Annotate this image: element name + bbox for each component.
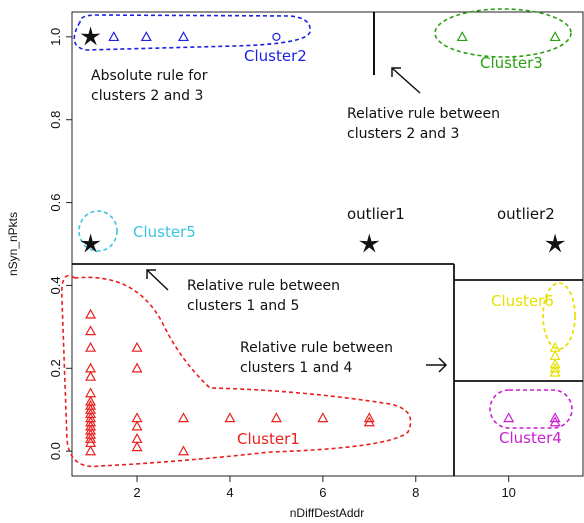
data-point: [177, 31, 190, 42]
data-point: [80, 26, 101, 46]
cluster1-label: Cluster1: [237, 430, 300, 448]
data-point: [85, 362, 97, 373]
x-axis-title: nDiffDestAddr: [290, 506, 364, 520]
cluster1-outline: [60, 274, 412, 468]
data-point: [131, 441, 143, 452]
data-point: [549, 350, 561, 361]
x-tick-label: 2: [133, 485, 140, 500]
cluster3-outline: [434, 8, 572, 58]
cluster6-label: Cluster6: [491, 292, 554, 310]
data-point: [503, 412, 515, 423]
axes: 2 4 6 8 10 0.0 0.2 0.4 0.6 0.8 1.0: [48, 28, 516, 500]
data-point: [85, 387, 97, 398]
arrow-relative-1-4: [426, 357, 448, 373]
data-point: [177, 445, 190, 456]
data-point: [85, 325, 97, 336]
data-point: [363, 412, 375, 423]
cluster2-outline: [73, 14, 311, 51]
arrow-relative-2-3: [391, 67, 421, 94]
x-tick-label: 8: [412, 485, 419, 500]
data-point: [549, 31, 561, 42]
y-axis-title: nSyn_nPkts: [6, 212, 20, 276]
relative-1-4-line2: clusters 1 and 4: [240, 360, 353, 376]
y-tick-label: 0.8: [48, 111, 63, 129]
data-point: [549, 366, 561, 377]
data-point: [549, 362, 561, 373]
cluster3-label: Cluster3: [480, 54, 543, 72]
data-point: [131, 432, 143, 443]
data-point: [131, 412, 143, 423]
x-tick-label: 6: [319, 485, 326, 500]
relative-1-5-line1: Relative rule between: [187, 278, 340, 294]
absolute-rule-line2: clusters 2 and 3: [91, 88, 203, 104]
relative-1-5-line2: clusters 1 and 5: [187, 298, 299, 314]
data-point: [80, 233, 101, 253]
x-tick-label: 4: [226, 485, 233, 500]
data-points: [80, 26, 566, 456]
data-point: [131, 420, 143, 431]
relative-2-3-line1: Relative rule between: [347, 106, 500, 122]
cluster-outlines: [60, 8, 576, 468]
data-point: [545, 233, 566, 253]
data-point: [270, 412, 282, 423]
y-tick-label: 0.6: [48, 194, 63, 212]
outlier2-label: outlier2: [497, 205, 555, 223]
absolute-rule-line1: Absolute rule for: [91, 68, 208, 84]
y-tick-label: 1.0: [48, 28, 63, 46]
cluster4-label: Cluster4: [499, 429, 562, 447]
rule-boundaries: [72, 12, 583, 476]
data-point: [272, 32, 281, 41]
data-point: [85, 341, 97, 352]
data-point: [224, 412, 236, 423]
plot-frame: [71, 11, 584, 477]
data-point: [317, 412, 329, 423]
data-point: [549, 416, 561, 427]
cluster4-outline: [489, 389, 573, 429]
relative-2-3-line2: clusters 2 and 3: [347, 126, 459, 142]
data-point: [85, 445, 97, 456]
data-point: [85, 308, 97, 319]
data-point: [131, 362, 143, 373]
data-point: [140, 31, 152, 42]
outlier1-label: outlier1: [347, 205, 405, 223]
cluster5-outline: [78, 210, 118, 252]
y-tick-label: 0.0: [48, 442, 63, 460]
y-tick-label: 0.2: [48, 359, 63, 377]
data-point: [131, 341, 143, 352]
data-point: [549, 412, 561, 423]
relative-1-4-line1: Relative rule between: [240, 340, 393, 356]
arrow-relative-1-5: [146, 269, 169, 291]
y-tick-label: 0.4: [48, 276, 63, 294]
data-point: [363, 416, 375, 427]
data-point: [456, 31, 468, 42]
data-point: [108, 31, 120, 42]
cluster6-outline: [542, 282, 576, 350]
data-point: [359, 233, 380, 253]
x-tick-label: 10: [501, 485, 515, 500]
cluster2-label: Cluster2: [244, 47, 307, 65]
data-point: [85, 370, 97, 381]
data-point: [177, 412, 190, 423]
annotation-arrows: [146, 67, 448, 373]
data-point: [85, 432, 97, 443]
cluster5-label: Cluster5: [133, 223, 196, 241]
